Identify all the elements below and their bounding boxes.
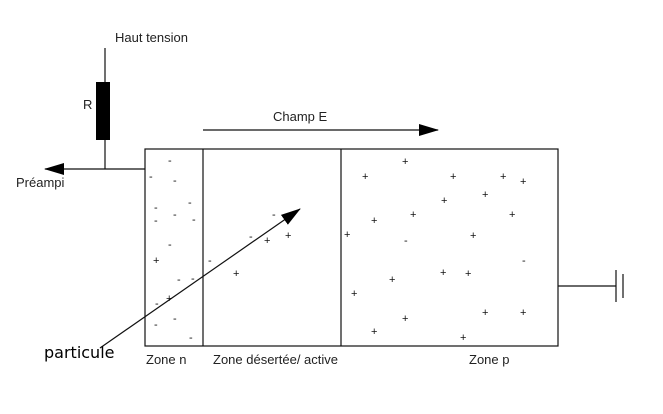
minus-charge: - [177, 274, 181, 286]
plus-charge: + [450, 171, 456, 183]
resistor [96, 82, 110, 140]
minus-charge: - [404, 235, 408, 247]
minus-charge: - [192, 214, 196, 226]
minus-charge: - [155, 298, 159, 310]
minus-charge: - [173, 313, 177, 325]
plus-charge: + [520, 307, 526, 319]
plus-charge: + [344, 229, 350, 241]
minus-charge: - [249, 231, 253, 243]
particle-track [100, 209, 300, 348]
plus-charge: + [402, 156, 408, 168]
minus-charge: - [272, 209, 276, 221]
minus-charge: - [188, 197, 192, 209]
plus-charge: + [410, 209, 416, 221]
plus-charge: + [264, 235, 270, 247]
minus-charge: - [168, 155, 172, 167]
minus-charge: - [189, 332, 193, 344]
zone-n-label: Zone n [146, 352, 186, 367]
minus-charge: - [154, 202, 158, 214]
zone-depleted-label: Zone désertée/ active [213, 352, 338, 367]
high-voltage-label: Haut tension [115, 30, 188, 45]
plus-charge: + [371, 326, 377, 338]
plus-charge: + [465, 268, 471, 280]
minus-charge: - [208, 255, 212, 267]
plus-charge: + [362, 171, 368, 183]
zone-p-label: Zone p [469, 352, 509, 367]
n-zone-charges: - - - - - - - - - + - - + - - - - [149, 155, 196, 344]
plus-charge: + [389, 274, 395, 286]
plus-charge: + [440, 267, 446, 279]
plus-charge: + [482, 189, 488, 201]
minus-charge: - [522, 255, 526, 267]
p-zone-charges: + + + + + + + + + + + - + - + + + + + + … [344, 156, 526, 344]
field-label: Champ E [273, 109, 328, 124]
minus-charge: - [168, 239, 172, 251]
plus-charge: + [509, 209, 515, 221]
minus-charge: - [191, 273, 195, 285]
preamp-label: Préampi [16, 175, 65, 190]
plus-charge: + [460, 332, 466, 344]
minus-charge: - [173, 209, 177, 221]
plus-charge: + [233, 268, 239, 280]
plus-charge: + [371, 215, 377, 227]
plus-charge: + [351, 288, 357, 300]
minus-charge: - [154, 215, 158, 227]
minus-charge: - [154, 319, 158, 331]
plus-charge: + [441, 195, 447, 207]
plus-charge: + [470, 230, 476, 242]
plus-charge: + [402, 313, 408, 325]
minus-charge: - [173, 175, 177, 187]
detector-box [145, 149, 558, 346]
particle-label: particule [44, 343, 114, 362]
plus-charge: + [500, 171, 506, 183]
minus-charge: - [149, 171, 153, 183]
plus-charge: + [166, 293, 172, 305]
plus-charge: + [153, 255, 159, 267]
plus-charge: + [482, 307, 488, 319]
plus-charge: + [520, 176, 526, 188]
plus-charge: + [285, 230, 291, 242]
resistor-label: R [83, 97, 92, 112]
